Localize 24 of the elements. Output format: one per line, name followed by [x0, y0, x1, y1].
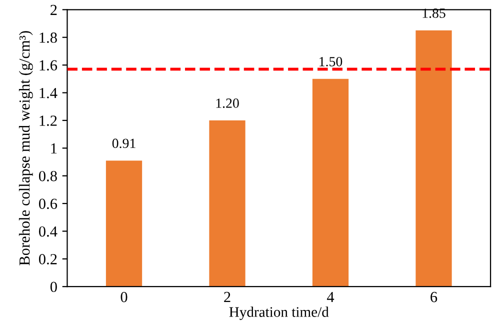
data-label: 0.91	[112, 138, 136, 148]
x-tick-label: 0	[120, 292, 128, 302]
bar	[312, 78, 349, 287]
y-tick-label: 1.8	[40, 32, 57, 43]
y-tick-label: 1.6	[40, 60, 58, 71]
y-tick-label: 0.4	[38, 226, 58, 237]
y-tick-label: 1.2	[40, 116, 57, 126]
y-axis-title: Borehole collapse mud weight (g/cm³)	[18, 31, 33, 266]
x-tick-label: 4	[326, 292, 334, 302]
x-axis-title: Hydration time/d	[229, 306, 329, 320]
y-tick-label: 0	[50, 282, 57, 292]
bar	[416, 30, 452, 287]
bar	[106, 160, 142, 287]
y-tick-label: 1.4	[40, 88, 58, 98]
y-tick-label: 0.8	[38, 170, 57, 182]
data-label: 1.20	[216, 98, 239, 108]
y-tick-label: 2	[50, 4, 57, 15]
y-tick-label: 1	[51, 143, 57, 154]
bar	[209, 120, 246, 287]
x-tick-label: 2	[224, 292, 230, 302]
y-tick-label: 0.2	[38, 254, 57, 264]
x-tick-label: 6	[430, 292, 438, 302]
data-label: 1.50	[320, 56, 342, 66]
y-tick-label: 0.6	[38, 198, 58, 210]
